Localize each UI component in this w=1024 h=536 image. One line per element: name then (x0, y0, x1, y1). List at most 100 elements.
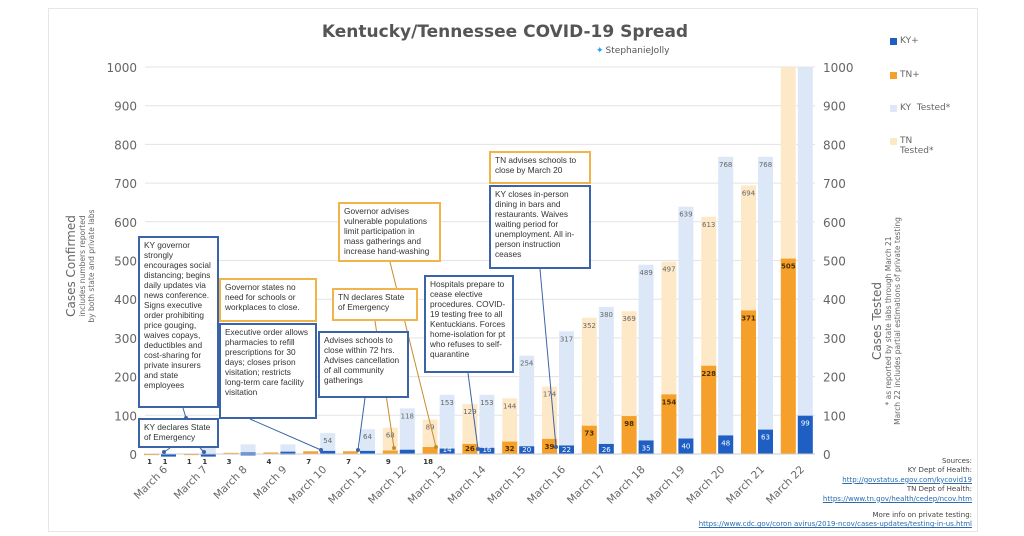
y-tick-label: 500 (114, 255, 137, 269)
private-testing-link[interactable]: https://www.cdc.gov/coron avirus/2019-nc… (698, 520, 972, 529)
bar-tn-positive (621, 416, 637, 454)
bar-ky-tested (280, 444, 296, 454)
bar-tn-positive (780, 258, 796, 454)
bar-label-ky-tested: 118 (401, 412, 414, 420)
bar-ky-positive (280, 451, 296, 455)
bar-label-tn-tested: 613 (702, 221, 715, 229)
bar-label-tn-tested: 174 (543, 391, 557, 399)
bar-tn-positive (502, 441, 518, 454)
y-tick-label: 300 (114, 332, 137, 346)
ky-source-link[interactable]: http://govstatus.egov.com/kycovid19 (842, 475, 972, 484)
bar-label-ky-tested: 153 (480, 399, 493, 407)
bar-ky-tested (399, 408, 415, 454)
tn-source-label: TN Dept of Health: (906, 485, 972, 494)
legend-item-tn-positive: TN+ (890, 70, 920, 80)
bar-label-ky-positive: 1 (202, 458, 207, 466)
bar-label-ky-positive: 1 (163, 458, 168, 466)
bar-label-ky-positive: 14 (443, 446, 452, 454)
annotation-leader-line (357, 397, 366, 451)
bar-tn-positive (581, 425, 597, 454)
bar-label-tn-positive: 7 (346, 458, 351, 466)
y-tick-label: 200 (114, 371, 137, 385)
bar-label-tn-positive: 7 (306, 458, 311, 466)
bar-ky-positive (598, 443, 614, 454)
y2-axis-note-1: * as reported by state labs through Marc… (884, 236, 893, 406)
bar-ky-tested (758, 156, 773, 454)
x-tick-label: March 18 (605, 464, 648, 507)
bar-label-tn-positive: 98 (624, 420, 634, 428)
sources-block: Sources: KY Dept of Health: http://govst… (699, 457, 972, 530)
bar-label-ky-tested: 153 (440, 399, 453, 407)
x-tick-label: March 13 (406, 464, 449, 507)
x-tick-label: March 7 (172, 464, 210, 502)
bar-tn-positive (701, 365, 717, 454)
bar-label-ky-tested: 317 (560, 335, 573, 343)
bar-label-ky-tested: 768 (719, 161, 732, 169)
x-tick-label: March 17 (565, 464, 608, 507)
x-tick-label: March 8 (212, 464, 250, 502)
twitter-bird-icon: ✦ (596, 46, 604, 56)
bar-ky-tested (360, 429, 375, 454)
y2-axis-title: Cases Tested * as reported by state labs… (870, 211, 902, 431)
y-tick-label: 400 (114, 293, 137, 307)
bar-label-ky-positive: 99 (801, 420, 810, 428)
annotation-ky-state-of-emergency: KY declares State of Emergency (138, 418, 219, 448)
y-tick-label: 900 (114, 100, 137, 114)
annotation-ky-governor-social-distancing: KY governor strongly encourages social d… (138, 236, 219, 408)
legend-swatch (890, 138, 897, 145)
bar-label-ky-tested: 254 (520, 360, 534, 368)
legend-item-ky-tested: KY Tested* (890, 103, 950, 113)
bar-ky-tested (200, 446, 216, 454)
x-tick-label: March 10 (286, 464, 329, 507)
y2-axis-note-2: March 22 includes partial estimations of… (893, 217, 902, 425)
annotation-arrow-head (434, 445, 438, 449)
bar-label-tn-tested: 129 (463, 408, 476, 416)
bar-label-ky-tested: 639 (679, 211, 692, 219)
annotation-ky-schools-close-72hrs: Advises schools to close within 72 hrs. … (318, 331, 409, 398)
annotation-ky-hospitals-elective: Hospitals prepare to cease elective proc… (424, 275, 514, 373)
annotation-arrow-head (554, 445, 558, 449)
x-tick-label: March 12 (366, 464, 409, 507)
tn-source-link[interactable]: https://www.tn.gov/health/cedep/ncov.htm (822, 494, 972, 503)
bar-tn-positive (741, 310, 756, 454)
y2-tick-label: 400 (823, 293, 846, 307)
bar-label-tn-tested: 694 (742, 189, 756, 197)
bar-label-ky-positive: 48 (721, 439, 730, 447)
bar-ky-positive (638, 440, 654, 454)
y2-tick-label: 100 (823, 409, 846, 423)
bar-tn-positive (382, 450, 398, 454)
bar-label-ky-positive: 26 (602, 446, 611, 454)
bar-tn-tested (581, 317, 597, 454)
bar-tn-tested (502, 398, 518, 454)
bar-label-ky-tested: 768 (759, 161, 772, 169)
x-tick-label: March 16 (525, 463, 568, 506)
annotation-tn-state-of-emergency: TN declares State of Emergency (332, 288, 418, 321)
x-tick-label: March 19 (645, 464, 688, 507)
bar-tn-positive (422, 447, 438, 454)
bar-tn-tested (542, 386, 557, 454)
annotation-arrow-head (162, 450, 166, 454)
bar-ky-positive (320, 450, 336, 454)
bar-ky-tested (479, 394, 495, 454)
author-handle-text: StephanieJolly (605, 46, 670, 56)
legend-label: TN Tested* (900, 136, 934, 156)
bar-label-tn-positive: 371 (741, 314, 756, 322)
bar-label-tn-positive: 154 (662, 398, 677, 406)
y-tick-label: 0 (129, 448, 137, 462)
bar-ky-tested (439, 394, 455, 454)
y2-tick-label: 700 (823, 177, 846, 191)
bar-label-ky-positive: 20 (522, 446, 531, 454)
bar-ky-positive (519, 446, 535, 454)
bar-ky-tested (559, 331, 574, 454)
y2-tick-label: 900 (823, 100, 846, 114)
bar-tn-positive (303, 451, 319, 454)
bar-label-tn-positive: 1 (147, 458, 152, 466)
bar-label-tn-positive: 1 (187, 458, 192, 466)
annotation-arrow-head (202, 450, 206, 454)
bar-label-tn-tested: 369 (622, 315, 635, 323)
bar-label-tn-positive: 39 (545, 443, 555, 451)
annotation-ky-executive-order-pharmacies: Executive order allows pharmacies to ref… (219, 323, 317, 419)
legend-item-tn-tested: TN Tested* (890, 136, 950, 156)
bar-label-ky-tested: 54 (323, 437, 332, 445)
bar-label-tn-positive: 32 (505, 445, 515, 453)
